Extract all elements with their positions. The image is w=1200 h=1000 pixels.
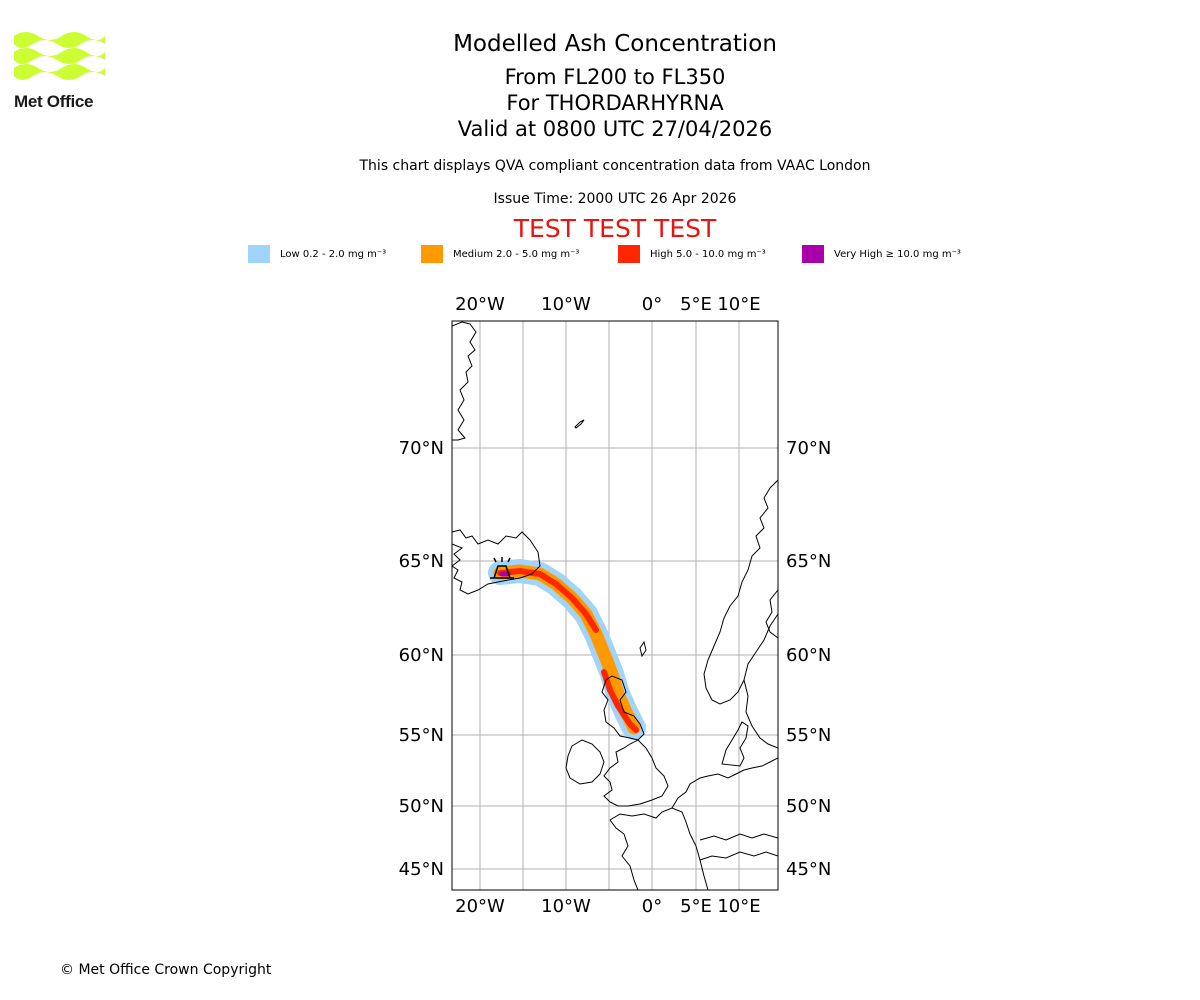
lat-label-left-70n: 70°N (399, 438, 444, 459)
compliance-note: This chart displays QVA compliant concen… (359, 158, 871, 174)
legend: Low 0.2 - 2.0 mg m⁻³ Medium 2.0 - 5.0 mg… (248, 244, 1008, 264)
legend-item-low: Low 0.2 - 2.0 mg m⁻³ (248, 244, 386, 264)
lon-label-top-20w: 20°W (455, 294, 505, 315)
legend-swatch-medium (421, 245, 443, 263)
lat-label-left-50n: 50°N (399, 796, 444, 817)
chart-title: Modelled Ash Concentration (453, 31, 777, 57)
legend-item-very-high: Very High ≥ 10.0 mg m⁻³ (802, 244, 961, 264)
map-axis-labels: 20°W 10°W 0° 5°E 10°E 20°W 10°W 0° 5°E 1… (399, 294, 832, 917)
flight-levels: From FL200 to FL350 (504, 65, 726, 89)
lat-label-right-50n: 50°N (786, 796, 831, 817)
valid-time: Valid at 0800 UTC 27/04/2026 (457, 117, 773, 141)
volcano-name: For THORDARHYRNA (506, 91, 724, 115)
lon-label-bottom-10w: 10°W (541, 896, 591, 917)
volcano-marker-icon (490, 557, 514, 579)
copyright: © Met Office Crown Copyright (60, 962, 272, 978)
legend-item-medium: Medium 2.0 - 5.0 mg m⁻³ (421, 244, 579, 264)
lat-label-left-65n: 65°N (399, 551, 444, 572)
lat-label-right-45n: 45°N (786, 859, 831, 880)
issue-time: Issue Time: 2000 UTC 26 Apr 2026 (493, 191, 737, 207)
lon-label-top-5e: 5°E (680, 294, 712, 315)
lon-label-bottom-0: 0° (642, 896, 662, 917)
lat-label-left-55n: 55°N (399, 725, 444, 746)
legend-label-medium: Medium 2.0 - 5.0 mg m⁻³ (453, 248, 580, 260)
test-banner: TEST TEST TEST (513, 214, 717, 243)
ash-plume (488, 559, 646, 740)
legend-label-high: High 5.0 - 10.0 mg m⁻³ (650, 248, 766, 260)
legend-label-low: Low 0.2 - 2.0 mg m⁻³ (280, 248, 387, 260)
legend-item-high: High 5.0 - 10.0 mg m⁻³ (618, 244, 766, 264)
lon-label-bottom-5e: 5°E (680, 896, 712, 917)
coastlines (452, 321, 778, 890)
map-frame (451, 320, 779, 891)
lon-label-bottom-10e: 10°E (717, 896, 760, 917)
met-office-logo: Met Office (14, 30, 109, 112)
logo-text: Met Office (14, 92, 94, 111)
lat-label-right-60n: 60°N (786, 645, 831, 666)
legend-label-very-high: Very High ≥ 10.0 mg m⁻³ (834, 248, 961, 260)
legend-swatch-low (248, 245, 270, 263)
lat-label-right-55n: 55°N (786, 725, 831, 746)
legend-swatch-very-high (802, 245, 824, 263)
lon-label-top-0: 0° (642, 294, 662, 315)
lat-label-right-65n: 65°N (786, 551, 831, 572)
met-office-waves-icon (14, 32, 105, 80)
lat-label-right-70n: 70°N (786, 438, 831, 459)
lon-label-top-10w: 10°W (541, 294, 591, 315)
legend-swatch-high (618, 245, 640, 263)
lat-label-left-60n: 60°N (399, 645, 444, 666)
lon-label-bottom-20w: 20°W (455, 896, 505, 917)
lat-label-left-45n: 45°N (399, 859, 444, 880)
lon-label-top-10e: 10°E (717, 294, 760, 315)
